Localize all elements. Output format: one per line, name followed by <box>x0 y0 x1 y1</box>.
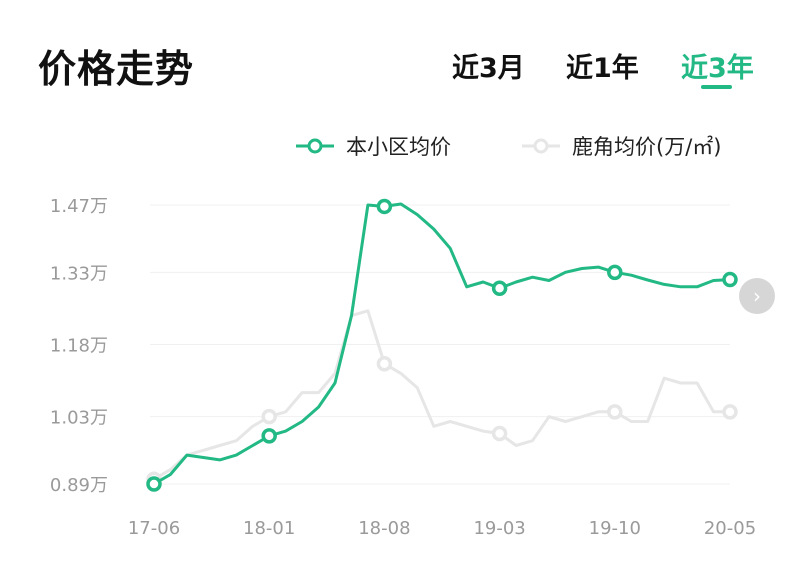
series-line-community <box>152 202 732 486</box>
y-tick-label: 1.18万 <box>50 336 108 357</box>
data-point-community <box>722 271 738 288</box>
data-point-area <box>607 404 623 420</box>
time-range-tabs: 近3月 近1年 近3年 <box>0 46 785 106</box>
data-point-area <box>261 408 277 425</box>
legend-marker-community-icon <box>296 138 334 154</box>
legend-item-area[interactable]: 鹿角均价(万/㎡) <box>522 128 721 164</box>
series-line-area <box>152 309 732 481</box>
data-point-community <box>491 280 508 296</box>
chevron-right-icon: › <box>753 284 761 308</box>
data-point-community <box>376 198 393 215</box>
x-tick-label: 20-05 <box>704 518 756 539</box>
x-tick-label: 19-03 <box>473 518 525 539</box>
tab-1-year[interactable]: 近1年 <box>566 53 639 84</box>
next-arrow-button[interactable]: › <box>739 278 775 314</box>
x-tick-label: 19-10 <box>589 518 641 539</box>
y-tick-label: 1.03万 <box>50 408 108 429</box>
data-point-area <box>491 425 508 442</box>
data-point-community <box>261 428 277 444</box>
page-title: 价格走势 <box>38 47 195 91</box>
x-tick-label: 18-01 <box>243 518 295 539</box>
legend-item-community[interactable]: 本小区均价 <box>296 128 451 164</box>
tab-3-years[interactable]: 近3年 <box>681 53 754 84</box>
data-point-area <box>722 404 738 420</box>
x-tick-label: 17-06 <box>128 518 180 539</box>
y-tick-label: 1.47万 <box>50 196 108 217</box>
active-tab-indicator <box>701 85 732 89</box>
y-tick-label: 1.33万 <box>50 263 108 284</box>
x-tick-label: 18-08 <box>358 518 410 539</box>
y-tick-label: 0.89万 <box>50 475 108 496</box>
legend-label-community: 本小区均价 <box>346 135 451 159</box>
tab-3-months[interactable]: 近3月 <box>452 53 525 84</box>
chart-legend: 本小区均价 鹿角均价(万/㎡) <box>0 128 785 164</box>
data-point-area <box>376 355 393 372</box>
legend-marker-area-icon <box>522 138 560 154</box>
data-point-community <box>607 264 623 281</box>
legend-label-area: 鹿角均价(万/㎡) <box>572 135 722 159</box>
data-point-community <box>146 476 162 492</box>
